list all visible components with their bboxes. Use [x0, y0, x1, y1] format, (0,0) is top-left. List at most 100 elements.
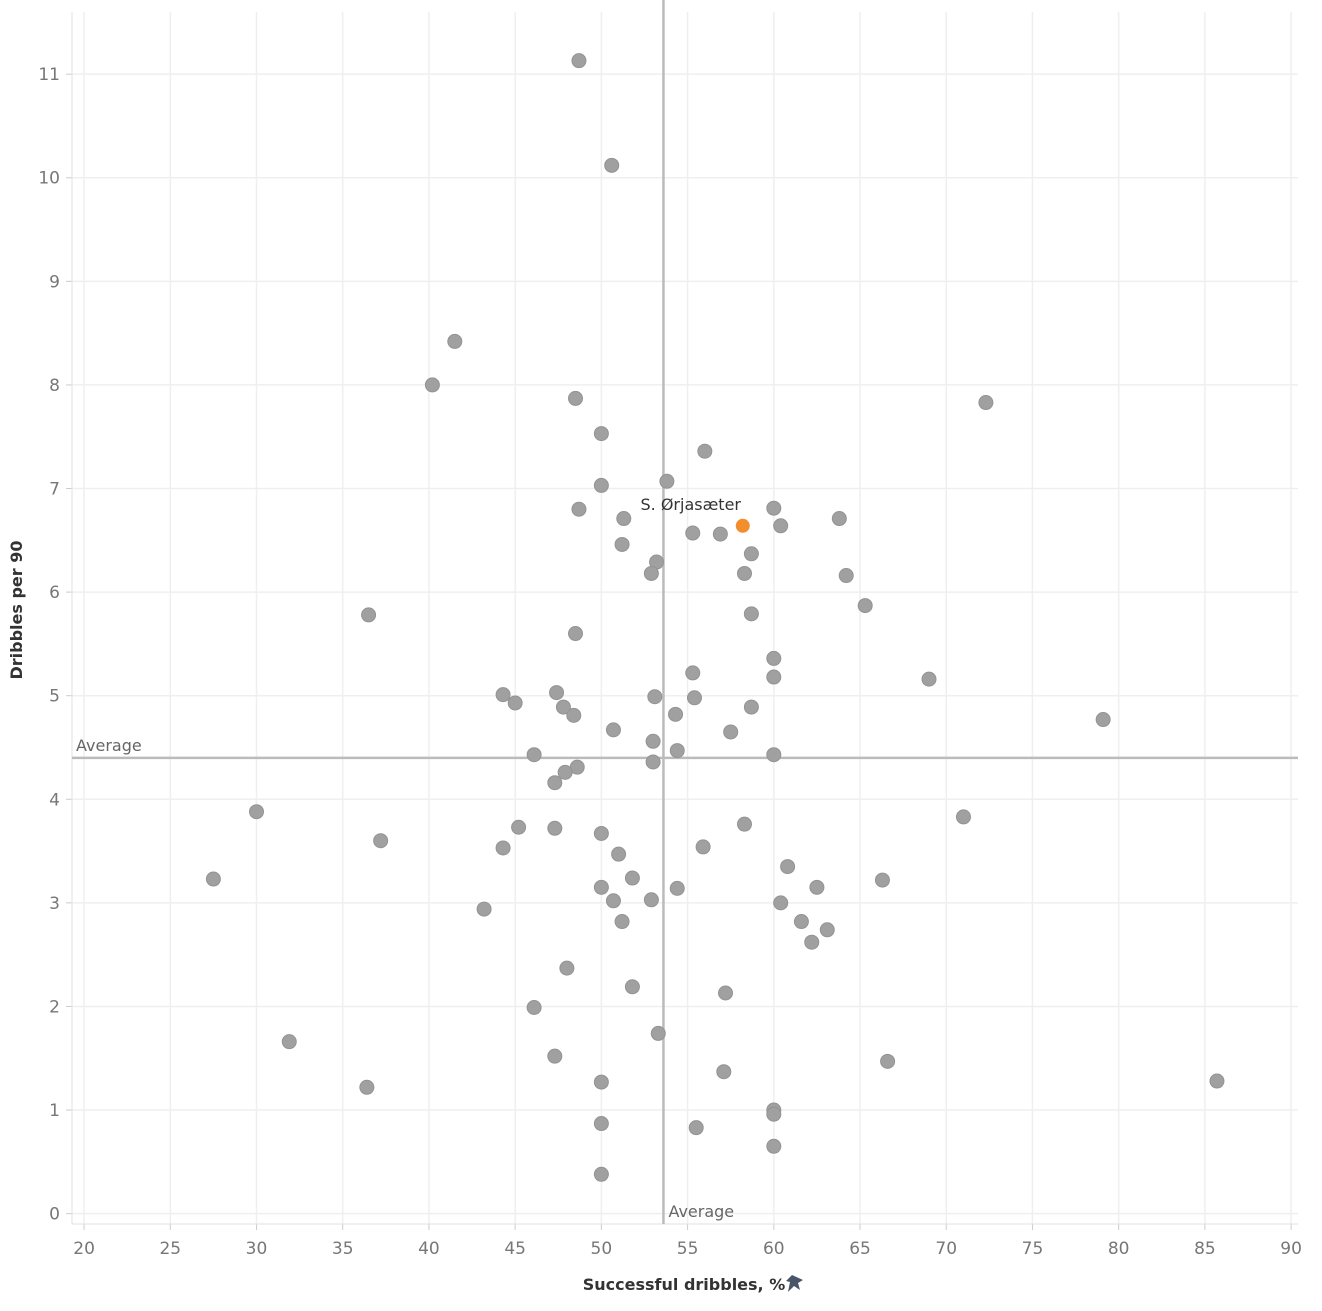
data-point[interactable] — [281, 1034, 297, 1050]
data-point[interactable] — [780, 859, 796, 875]
data-point[interactable] — [685, 525, 701, 541]
data-point[interactable] — [804, 934, 820, 950]
data-point[interactable] — [526, 999, 542, 1015]
data-point[interactable] — [736, 816, 752, 832]
data-point[interactable] — [557, 764, 573, 780]
data-point[interactable] — [793, 914, 809, 930]
data-point[interactable] — [361, 607, 377, 623]
data-point[interactable] — [773, 895, 789, 911]
data-point[interactable] — [559, 960, 575, 976]
data-point[interactable] — [547, 775, 563, 791]
data-point[interactable] — [593, 879, 609, 895]
data-point[interactable] — [507, 695, 523, 711]
pin-icon[interactable] — [786, 1275, 803, 1292]
y-tick-label: 7 — [49, 480, 60, 500]
data-point[interactable] — [809, 879, 825, 895]
data-point[interactable] — [643, 565, 659, 581]
data-point[interactable] — [593, 426, 609, 442]
x-tick-label: 85 — [1194, 1239, 1216, 1259]
data-point[interactable] — [857, 598, 873, 614]
grid-lines — [66, 12, 1298, 1230]
highlighted-point-label: S. Ørjasæter — [641, 495, 742, 514]
data-point[interactable] — [978, 395, 994, 411]
data-point[interactable] — [1095, 712, 1111, 728]
data-point[interactable] — [611, 846, 627, 862]
data-point[interactable] — [571, 53, 587, 69]
data-point[interactable] — [616, 511, 632, 527]
data-point[interactable] — [773, 518, 789, 534]
data-point[interactable] — [205, 871, 221, 887]
data-point[interactable] — [547, 1048, 563, 1064]
data-point[interactable] — [566, 707, 582, 723]
data-point[interactable] — [547, 820, 563, 836]
data-point[interactable] — [614, 914, 630, 930]
data-point[interactable] — [526, 747, 542, 763]
data-point[interactable] — [874, 872, 890, 888]
data-point[interactable] — [766, 1106, 782, 1122]
data-point[interactable] — [643, 892, 659, 908]
data-point[interactable] — [495, 840, 511, 856]
data-point[interactable] — [373, 833, 389, 849]
data-point[interactable] — [476, 901, 492, 917]
data-point[interactable] — [614, 536, 630, 552]
data-point[interactable] — [686, 690, 702, 706]
data-point[interactable] — [723, 724, 739, 740]
data-point[interactable] — [249, 804, 265, 820]
data-point[interactable] — [359, 1079, 375, 1095]
data-point[interactable] — [624, 870, 640, 886]
data-point[interactable] — [424, 377, 440, 393]
data-point[interactable] — [695, 839, 711, 855]
highlighted-point[interactable] — [734, 517, 751, 534]
data-point[interactable] — [718, 985, 734, 1001]
data-point[interactable] — [650, 1025, 666, 1041]
data-point[interactable] — [571, 501, 587, 517]
data-point[interactable] — [447, 333, 463, 349]
data-point[interactable] — [593, 1116, 609, 1132]
data-point[interactable] — [645, 733, 661, 749]
data-point[interactable] — [605, 893, 621, 909]
data-point[interactable] — [1209, 1073, 1225, 1089]
data-point[interactable] — [766, 650, 782, 666]
data-point[interactable] — [766, 1138, 782, 1154]
data-point[interactable] — [736, 565, 752, 581]
data-point[interactable] — [819, 922, 835, 938]
data-point[interactable] — [697, 443, 713, 459]
data-point[interactable] — [685, 665, 701, 681]
data-point[interactable] — [495, 687, 511, 703]
data-point[interactable] — [624, 979, 640, 995]
y-tick-label: 8 — [49, 376, 60, 396]
data-point[interactable] — [766, 669, 782, 685]
data-point[interactable] — [712, 526, 728, 542]
data-point[interactable] — [669, 743, 685, 759]
data-point[interactable] — [568, 390, 584, 406]
data-point[interactable] — [669, 880, 685, 896]
data-point[interactable] — [880, 1053, 896, 1069]
data-point[interactable] — [766, 500, 782, 516]
data-point[interactable] — [743, 699, 759, 715]
data-point[interactable] — [766, 747, 782, 763]
data-point[interactable] — [743, 546, 759, 562]
data-point[interactable] — [605, 722, 621, 738]
data-point[interactable] — [955, 809, 971, 825]
data-point[interactable] — [511, 819, 527, 835]
data-point[interactable] — [716, 1064, 732, 1080]
data-point[interactable] — [593, 477, 609, 493]
data-point[interactable] — [568, 626, 584, 642]
data-point[interactable] — [604, 157, 620, 173]
data-point[interactable] — [743, 606, 759, 622]
data-point[interactable] — [838, 568, 854, 584]
data-point[interactable] — [593, 1074, 609, 1090]
y-tick-label: 2 — [49, 997, 60, 1017]
data-point[interactable] — [831, 511, 847, 527]
data-point[interactable] — [921, 671, 937, 687]
data-point[interactable] — [668, 706, 684, 722]
data-point[interactable] — [555, 699, 571, 715]
data-point[interactable] — [647, 689, 663, 705]
data-point[interactable] — [645, 754, 661, 770]
data-point[interactable] — [688, 1120, 704, 1136]
data-point[interactable] — [549, 685, 565, 701]
data-point[interactable] — [659, 473, 675, 489]
x-tick-label: 80 — [1108, 1239, 1130, 1259]
data-point[interactable] — [593, 825, 609, 841]
data-point[interactable] — [593, 1166, 609, 1182]
